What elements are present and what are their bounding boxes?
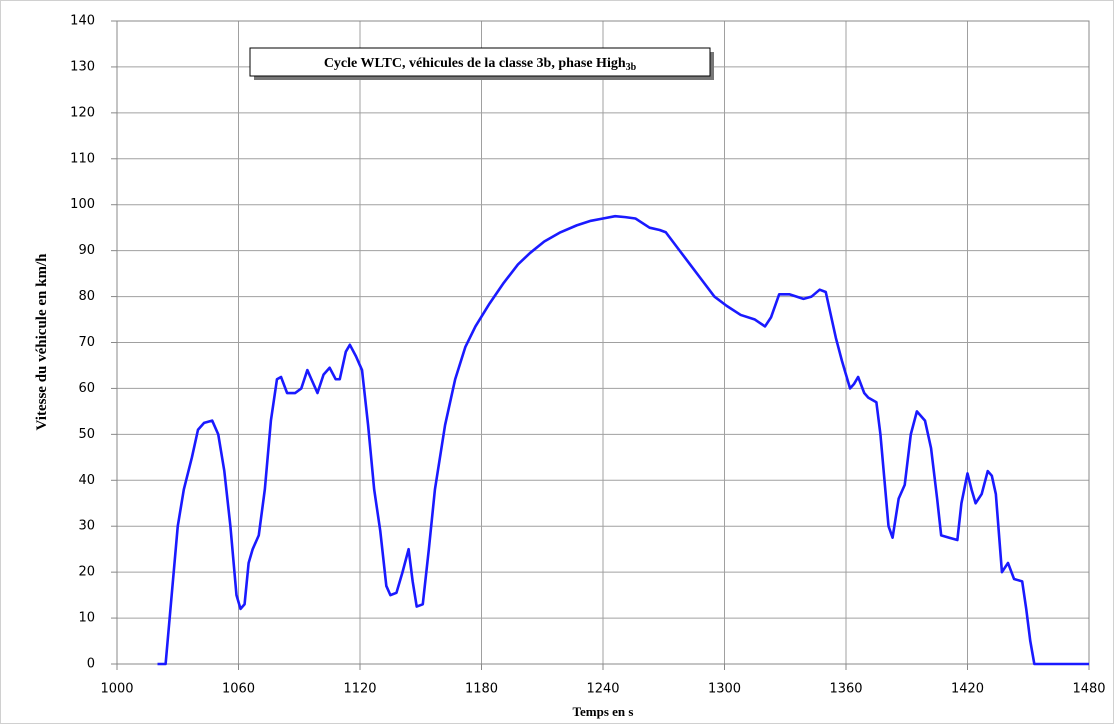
- y-tick-label: 120: [70, 105, 95, 120]
- x-tick-label: 1000: [100, 682, 133, 697]
- x-tick-label: 1480: [1072, 682, 1105, 697]
- y-tick-label: 30: [78, 519, 95, 534]
- x-tick-label: 1180: [465, 682, 498, 697]
- title-main: Cycle WLTC, véhicules de la classe 3b, p…: [324, 56, 626, 71]
- title-subscript: 3b: [626, 62, 637, 73]
- y-tick-label: 110: [70, 151, 95, 166]
- x-axis-label: Temps en s: [573, 704, 634, 719]
- y-tick-label: 130: [70, 59, 95, 74]
- y-tick-label: 0: [87, 657, 95, 672]
- y-tick-label: 80: [78, 289, 95, 304]
- y-tick-label: 140: [70, 14, 95, 29]
- y-axis-label: Vitesse du véhicule en km/h: [34, 253, 50, 431]
- y-tick-label: 50: [78, 427, 95, 442]
- x-tick-label: 1420: [951, 682, 984, 697]
- x-tick-label: 1120: [343, 682, 376, 697]
- speed-line: [157, 214, 1089, 666]
- y-tick-label: 40: [78, 473, 95, 488]
- x-tick-label: 1060: [222, 682, 255, 697]
- x-tick-label: 1360: [829, 682, 862, 697]
- y-tick-label: 10: [78, 611, 95, 626]
- y-tick-label: 70: [78, 335, 95, 350]
- y-tick-label: 100: [70, 197, 95, 212]
- x-tick-label: 1300: [708, 682, 741, 697]
- chart-title: Cycle WLTC, véhicules de la classe 3b, p…: [324, 56, 637, 73]
- title-box: [249, 47, 711, 77]
- x-tick-label: 1240: [586, 682, 619, 697]
- y-tick-label: 90: [78, 243, 95, 258]
- y-tick-label: 60: [78, 381, 95, 396]
- y-tick-label: 20: [78, 565, 95, 580]
